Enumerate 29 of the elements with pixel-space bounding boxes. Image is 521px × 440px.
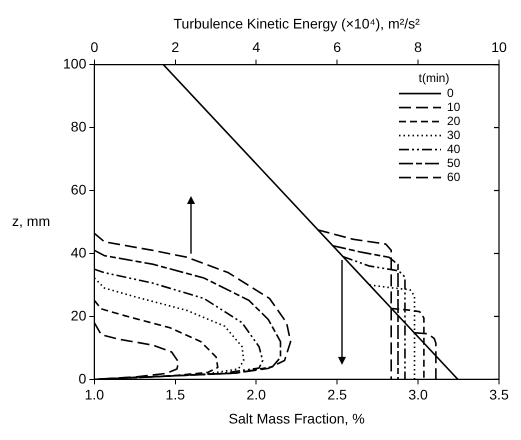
y-tick-label: 80 [70,118,87,134]
y-tick-label: 100 [63,55,87,72]
x-tick-label: 2.0 [246,386,266,403]
legend-label: 60 [447,170,461,184]
x2-tick-label: 2 [171,39,180,56]
x2-tick-label: 6 [333,39,342,56]
x2-tick-label: 4 [252,39,260,56]
x-tick-label: 1.0 [84,386,104,403]
x2-tick-label: 8 [414,39,422,56]
x-axis-title: Salt Mass Fraction, % [228,410,365,426]
x2-tick-label: 0 [90,39,98,56]
x-tick-label: 1.5 [166,386,186,403]
legend-label: 10 [447,100,461,114]
y-tick-label: 20 [70,307,87,324]
legend-label: 40 [447,142,461,156]
legend-title: t(min) [418,70,450,85]
y-tick-label: 40 [70,244,87,260]
x-tick-label: 2.5 [327,386,348,403]
y-axis-title: z, mm [12,212,50,229]
legend-label: 20 [447,114,461,128]
y-tick-label: 60 [70,181,87,198]
x-tick-label: 3.0 [408,386,428,403]
y-tick-label: 0 [78,370,87,386]
legend-label: 30 [447,128,461,142]
x-tick-label: 3.5 [489,386,509,403]
x2-axis-title: Turbulence Kinetic Energy (×10⁴), m²/s² [174,15,420,32]
legend-label: 50 [447,156,461,170]
legend-label: 0 [447,86,454,100]
x2-tick-label: 10 [491,39,507,56]
